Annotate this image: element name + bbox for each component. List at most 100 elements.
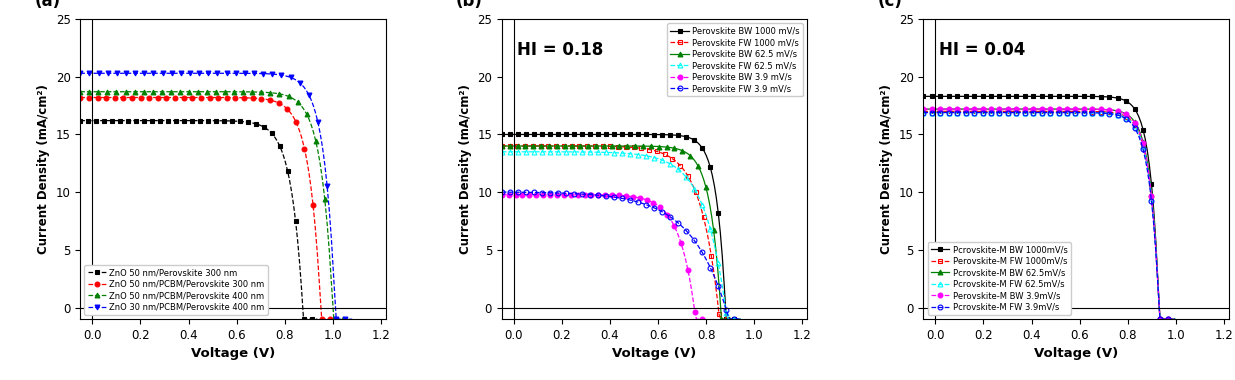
Perovskite-M FW 1000mV/s [1152, 317, 1167, 321]
Perovskite FW 3.9 mV/s [494, 190, 509, 195]
ZnO 50 nm/Perovskite 300 nm [296, 317, 311, 321]
ZnO 30 nm/PCBM/Perovskite 400 nm [288, 77, 303, 82]
Pcrovskite-M BW 62.5mV/s [1089, 107, 1104, 111]
Line: ZnO 50 nm/Perovskite 300 nm: ZnO 50 nm/Perovskite 300 nm [78, 118, 320, 321]
Line: Perovskite FW 3.9 mV/s: Perovskite FW 3.9 mV/s [499, 190, 742, 321]
Pcrovskite-M FW 3.9mV/s [983, 110, 998, 115]
Pcrovskite-M FW 62.5mV/s [1161, 317, 1176, 321]
Perovskite FW 3.9 mV/s [683, 233, 698, 238]
Perovskite BW 1000 mV/s [732, 317, 747, 321]
ZnO 50 nm/PCBM/Perovskite 300 nm [215, 95, 230, 100]
Perovskite FW 62.5 mV/s [683, 180, 698, 185]
Pcrovskite-M FW 3.9mV/s [1167, 317, 1182, 321]
Perovskite BW 3.9 mV/s [494, 192, 509, 197]
Legend: Perovskite BW 1000 mV/s, Perovskite FW 1000 mV/s, Perovskite BW 62.5 mV/s, Perov: Perovskite BW 1000 mV/s, Perovskite FW 1… [667, 23, 803, 97]
ZnO 50 nm/Perovskite 300 nm [205, 119, 220, 123]
ZnO 50 nm/PCBM/Perovskite 400 nm [73, 89, 88, 94]
X-axis label: Voltage (V): Voltage (V) [1034, 347, 1118, 361]
Pcrovskite-M BW 1000mV/s [1089, 94, 1104, 99]
ZnO 50 nm/PCBM/Perovskite 300 nm [249, 96, 264, 101]
Pcrovskite-M FW 62.5mV/s [983, 110, 998, 115]
ZnO 30 nm/PCBM/Perovskite 400 nm [338, 317, 353, 321]
Perovskite BW 1000 mV/s [683, 136, 698, 140]
Perovskite FW 62.5 mV/s [658, 160, 673, 164]
Perovskite-M FW 1000mV/s [1114, 112, 1129, 117]
Perovskite BW 62.5 mV/s [679, 150, 694, 155]
Text: HI = 0.04: HI = 0.04 [939, 41, 1025, 59]
ZnO 50 nm/PCBM/Perovskite 400 nm [146, 89, 161, 94]
Pcrovskite-M BW 1000mV/s [1167, 317, 1182, 321]
ZnO 50 nm/PCBM/Perovskite 400 nm [258, 90, 273, 95]
ZnO 50 nm/Perovskite 300 nm [310, 317, 325, 321]
Pcrovskite-M FW 62.5mV/s [1089, 111, 1104, 115]
ZnO 50 nm/PCBM/Perovskite 400 nm [222, 89, 237, 94]
Pcrovskite-M BW 1000mV/s [1161, 317, 1176, 321]
Pcrovskite-M BW 1000mV/s [968, 94, 983, 99]
Perovskite BW 62.5 mV/s [543, 144, 558, 148]
ZnO 50 nm/PCBM/Perovskite 300 nm [322, 317, 337, 321]
Text: (b): (b) [456, 0, 483, 10]
Line: Pcrovskite-M BW 62.5mV/s: Pcrovskite-M BW 62.5mV/s [921, 107, 1177, 321]
Perovskite FW 3.9 mV/s [658, 212, 673, 217]
Y-axis label: Current Density (mA/cm²): Current Density (mA/cm²) [37, 84, 51, 254]
Perovskite BW 1000 mV/s [719, 317, 734, 321]
ZnO 50 nm/PCBM/Perovskite 300 nm [275, 103, 290, 108]
Line: Perovskite BW 62.5 mV/s: Perovskite BW 62.5 mV/s [499, 144, 737, 321]
Perovskite-M BW 3.9mV/s [983, 107, 998, 111]
ZnO 30 nm/PCBM/Perovskite 400 nm [345, 317, 359, 321]
Pcrovskite-M FW 62.5mV/s [1056, 110, 1071, 115]
Pcrovskite-M FW 62.5mV/s [1114, 114, 1129, 118]
Line: Pcrovskite-M BW 1000mV/s: Pcrovskite-M BW 1000mV/s [921, 94, 1177, 321]
Perovskite-M FW 1000mV/s [1089, 109, 1104, 114]
Perovskite-M BW 3.9mV/s [1167, 317, 1182, 321]
Line: Perovskite FW 1000 mV/s: Perovskite FW 1000 mV/s [499, 144, 735, 321]
Perovskite BW 3.9 mV/s [537, 192, 552, 197]
Perovskite BW 62.5 mV/s [722, 317, 737, 321]
ZnO 30 nm/PCBM/Perovskite 400 nm [224, 71, 238, 76]
Line: ZnO 30 nm/PCBM/Perovskite 400 nm: ZnO 30 nm/PCBM/Perovskite 400 nm [78, 71, 354, 321]
Perovskite-M BW 3.9mV/s [1056, 107, 1071, 111]
Perovskite BW 62.5 mV/s [494, 144, 509, 148]
Perovskite FW 62.5 mV/s [558, 150, 573, 154]
Perovskite FW 62.5 mV/s [727, 317, 742, 321]
Pcrovskite-M BW 62.5mV/s [1114, 110, 1129, 114]
ZnO 50 nm/PCBM/Perovskite 400 nm [130, 89, 144, 94]
Perovskite-M BW 3.9mV/s [1089, 107, 1104, 112]
Perovskite FW 1000 mV/s [543, 144, 558, 148]
Perovskite BW 1000 mV/s [494, 132, 509, 137]
Text: HI = 0.18: HI = 0.18 [517, 41, 604, 59]
Pcrovskite-M FW 3.9mV/s [916, 110, 931, 115]
Line: Perovskite BW 1000 mV/s: Perovskite BW 1000 mV/s [499, 132, 742, 321]
Pcrovskite-M BW 62.5mV/s [1167, 317, 1182, 321]
Perovskite FW 62.5 mV/s [721, 317, 736, 321]
Perovskite-M FW 1000mV/s [983, 109, 998, 114]
Pcrovskite-M BW 1000mV/s [1114, 97, 1129, 101]
Pcrovskite-M BW 1000mV/s [916, 94, 931, 99]
ZnO 30 nm/PCBM/Perovskite 400 nm [329, 317, 343, 321]
Perovskite BW 1000 mV/s [658, 133, 673, 137]
ZnO 50 nm/Perovskite 300 nm [73, 118, 88, 123]
Perovskite BW 62.5 mV/s [557, 144, 572, 148]
Line: Pcrovskite-M FW 62.5mV/s: Pcrovskite-M FW 62.5mV/s [921, 110, 1177, 321]
Perovskite BW 3.9 mV/s [699, 317, 714, 321]
Perovskite BW 1000 mV/s [558, 132, 573, 137]
Text: (a): (a) [35, 0, 61, 10]
Perovskite FW 1000 mV/s [622, 145, 637, 149]
Perovskite FW 3.9 mV/s [732, 317, 747, 321]
Pcrovskite-M BW 62.5mV/s [983, 107, 998, 111]
Perovskite-M BW 3.9mV/s [1152, 317, 1167, 321]
Perovskite-M FW 1000mV/s [1167, 317, 1182, 321]
Pcrovskite-M BW 1000mV/s [1152, 317, 1167, 321]
ZnO 50 nm/Perovskite 300 nm [304, 317, 319, 321]
Perovskite BW 62.5 mV/s [714, 317, 729, 321]
ZnO 50 nm/PCBM/Perovskite 400 nm [342, 317, 357, 321]
Perovskite BW 3.9 mV/s [694, 317, 709, 321]
Perovskite FW 3.9 mV/s [727, 317, 742, 321]
Perovskite FW 62.5 mV/s [732, 317, 747, 321]
Pcrovskite-M BW 62.5mV/s [968, 107, 983, 111]
Pcrovskite-M FW 3.9mV/s [1089, 111, 1104, 115]
ZnO 50 nm/PCBM/Perovskite 300 nm [142, 95, 157, 100]
Perovskite-M BW 3.9mV/s [968, 107, 983, 111]
Line: Perovskite FW 62.5 mV/s: Perovskite FW 62.5 mV/s [499, 149, 742, 321]
ZnO 30 nm/PCBM/Perovskite 400 nm [130, 71, 144, 76]
